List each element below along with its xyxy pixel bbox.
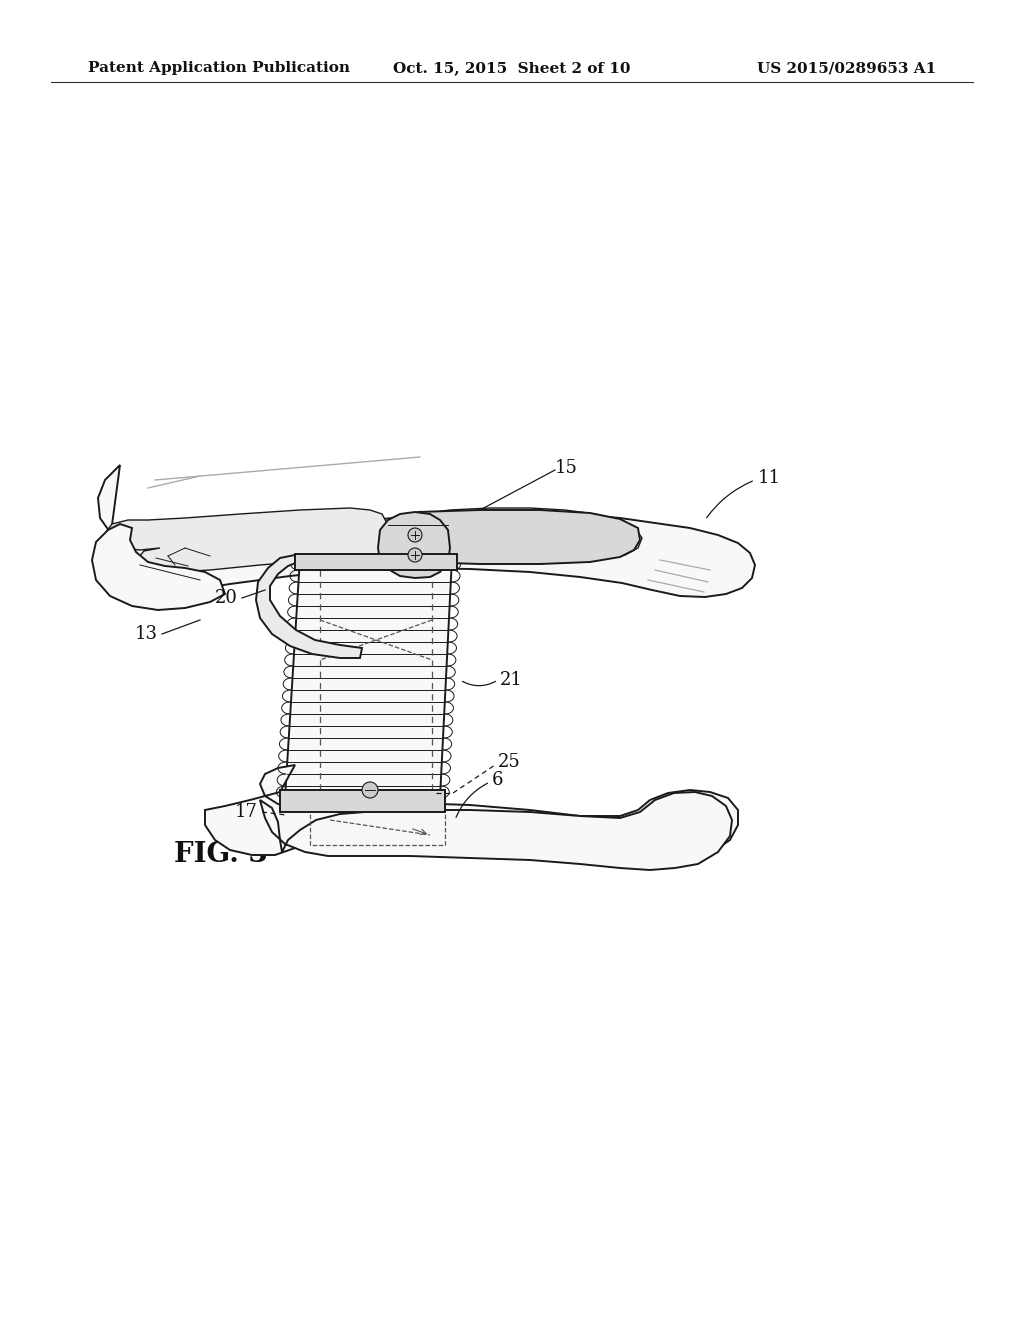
Polygon shape	[280, 789, 445, 812]
Polygon shape	[205, 766, 738, 858]
Text: FIG. 3: FIG. 3	[174, 842, 267, 869]
Polygon shape	[295, 554, 457, 570]
Circle shape	[362, 781, 378, 799]
Polygon shape	[106, 508, 642, 572]
Polygon shape	[418, 510, 640, 564]
Text: 6: 6	[492, 771, 504, 789]
Text: 17: 17	[236, 803, 258, 821]
Polygon shape	[96, 465, 755, 598]
Circle shape	[408, 548, 422, 562]
Circle shape	[408, 528, 422, 543]
Polygon shape	[92, 524, 225, 610]
Text: 15: 15	[555, 459, 578, 477]
Text: 25: 25	[498, 752, 521, 771]
Text: 11: 11	[758, 469, 781, 487]
Polygon shape	[256, 554, 362, 657]
Polygon shape	[260, 792, 732, 870]
Text: US 2015/0289653 A1: US 2015/0289653 A1	[757, 61, 936, 75]
Text: 21: 21	[500, 671, 523, 689]
Polygon shape	[285, 558, 452, 799]
Text: 13: 13	[135, 624, 158, 643]
Text: 20: 20	[215, 589, 238, 607]
Text: Oct. 15, 2015  Sheet 2 of 10: Oct. 15, 2015 Sheet 2 of 10	[393, 61, 631, 75]
Polygon shape	[378, 512, 450, 578]
Text: Patent Application Publication: Patent Application Publication	[88, 61, 350, 75]
